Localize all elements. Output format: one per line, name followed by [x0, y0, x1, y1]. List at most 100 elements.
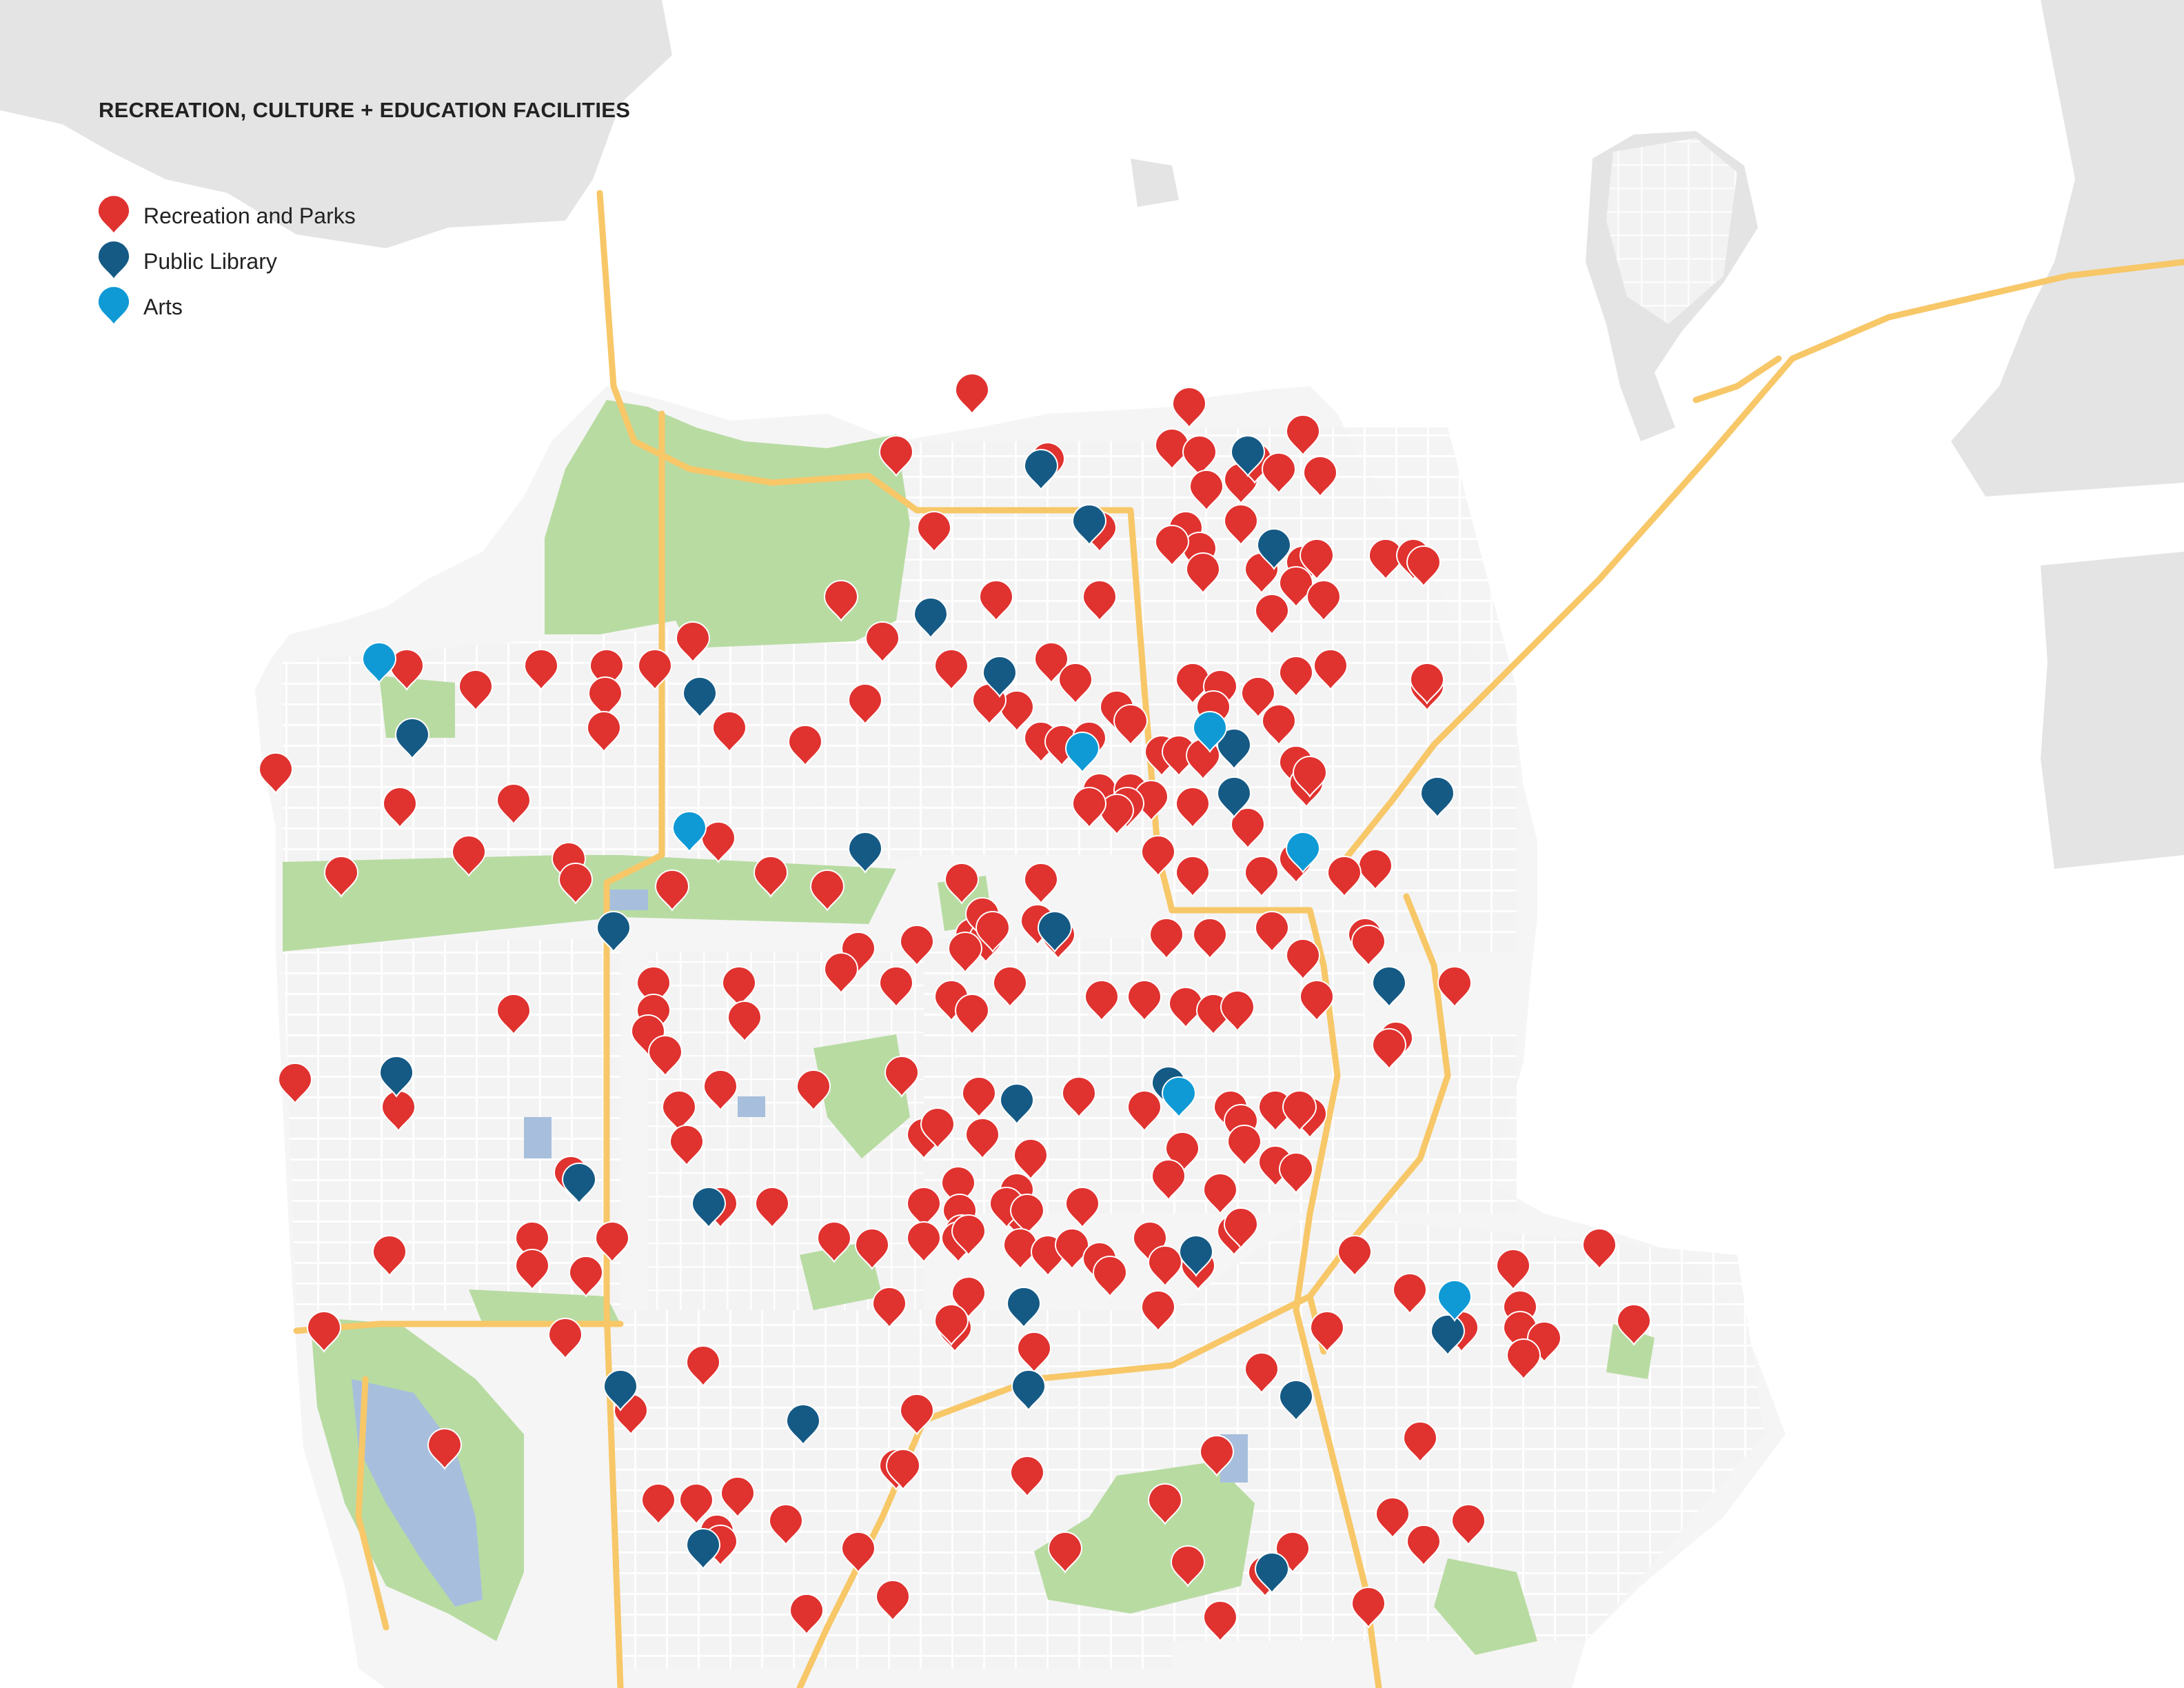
- recreation-marker[interactable]: [1013, 1138, 1049, 1180]
- recreation-marker[interactable]: [1230, 807, 1266, 850]
- recreation-marker[interactable]: [1306, 580, 1342, 622]
- recreation-marker[interactable]: [1437, 966, 1473, 1008]
- recreation-marker[interactable]: [1409, 663, 1445, 705]
- recreation-marker[interactable]: [514, 1249, 550, 1291]
- library-marker[interactable]: [691, 1187, 727, 1229]
- recreation-marker[interactable]: [899, 925, 935, 967]
- recreation-marker[interactable]: [523, 649, 559, 691]
- recreation-marker[interactable]: [637, 649, 673, 691]
- recreation-marker[interactable]: [753, 856, 789, 898]
- recreation-marker[interactable]: [1299, 539, 1335, 581]
- recreation-marker[interactable]: [1061, 1076, 1097, 1118]
- recreation-marker[interactable]: [1392, 1273, 1428, 1315]
- recreation-marker[interactable]: [1285, 414, 1321, 456]
- library-marker[interactable]: [1278, 1380, 1314, 1422]
- recreation-marker[interactable]: [1351, 925, 1386, 967]
- recreation-marker[interactable]: [1147, 1245, 1183, 1287]
- recreation-marker[interactable]: [1140, 1290, 1176, 1332]
- arts-marker[interactable]: [671, 811, 707, 853]
- recreation-marker[interactable]: [787, 725, 823, 767]
- library-marker[interactable]: [982, 656, 1018, 698]
- recreation-marker[interactable]: [1223, 504, 1259, 546]
- library-marker[interactable]: [1023, 449, 1059, 491]
- recreation-marker[interactable]: [944, 863, 980, 905]
- recreation-marker[interactable]: [1616, 1304, 1652, 1346]
- recreation-marker[interactable]: [1450, 1504, 1486, 1546]
- recreation-marker[interactable]: [1175, 787, 1211, 829]
- recreation-marker[interactable]: [878, 435, 914, 477]
- library-marker[interactable]: [1178, 1235, 1214, 1277]
- recreation-marker[interactable]: [568, 1256, 604, 1298]
- library-marker[interactable]: [561, 1163, 597, 1205]
- recreation-marker[interactable]: [1009, 1194, 1045, 1236]
- recreation-marker[interactable]: [1326, 856, 1362, 898]
- recreation-marker[interactable]: [1506, 1338, 1541, 1380]
- recreation-marker[interactable]: [809, 870, 845, 912]
- library-marker[interactable]: [1371, 966, 1407, 1008]
- recreation-marker[interactable]: [906, 1187, 942, 1229]
- recreation-marker[interactable]: [1009, 1456, 1045, 1498]
- recreation-marker[interactable]: [878, 966, 914, 1008]
- recreation-marker[interactable]: [1278, 656, 1314, 698]
- recreation-marker[interactable]: [669, 1125, 705, 1167]
- recreation-marker[interactable]: [1406, 1525, 1442, 1567]
- library-marker[interactable]: [603, 1369, 638, 1411]
- library-marker[interactable]: [682, 676, 718, 719]
- recreation-marker[interactable]: [1240, 676, 1276, 719]
- recreation-marker[interactable]: [951, 1214, 987, 1256]
- recreation-marker[interactable]: [711, 711, 747, 753]
- recreation-marker[interactable]: [854, 1228, 890, 1270]
- recreation-marker[interactable]: [1254, 594, 1290, 636]
- recreation-marker[interactable]: [700, 821, 736, 863]
- recreation-marker[interactable]: [647, 1035, 683, 1077]
- recreation-marker[interactable]: [1285, 938, 1321, 981]
- recreation-marker[interactable]: [654, 870, 690, 912]
- recreation-marker[interactable]: [961, 1076, 997, 1118]
- recreation-marker[interactable]: [1047, 1531, 1083, 1574]
- recreation-marker[interactable]: [871, 1287, 907, 1329]
- recreation-marker[interactable]: [975, 911, 1011, 953]
- recreation-marker[interactable]: [796, 1069, 831, 1112]
- recreation-marker[interactable]: [1149, 918, 1184, 960]
- recreation-marker[interactable]: [587, 676, 623, 719]
- recreation-marker[interactable]: [389, 649, 425, 691]
- recreation-marker[interactable]: [547, 1318, 583, 1360]
- library-marker[interactable]: [999, 1083, 1035, 1125]
- recreation-marker[interactable]: [1113, 704, 1149, 746]
- recreation-marker[interactable]: [1140, 835, 1176, 877]
- arts-marker[interactable]: [1161, 1076, 1197, 1118]
- recreation-marker[interactable]: [885, 1449, 921, 1491]
- recreation-marker[interactable]: [1220, 990, 1255, 1032]
- recreation-marker[interactable]: [906, 1221, 942, 1263]
- recreation-marker[interactable]: [458, 670, 494, 712]
- recreation-marker[interactable]: [1023, 863, 1059, 905]
- library-marker[interactable]: [913, 597, 949, 639]
- recreation-marker[interactable]: [258, 752, 294, 794]
- recreation-marker[interactable]: [1154, 525, 1190, 567]
- recreation-marker[interactable]: [323, 856, 359, 898]
- recreation-marker[interactable]: [1261, 452, 1297, 494]
- library-marker[interactable]: [378, 1056, 414, 1098]
- library-marker[interactable]: [1430, 1314, 1466, 1356]
- recreation-marker[interactable]: [992, 966, 1028, 1008]
- recreation-marker[interactable]: [1226, 1125, 1262, 1167]
- recreation-marker[interactable]: [1313, 649, 1348, 691]
- recreation-marker[interactable]: [675, 621, 711, 663]
- library-marker[interactable]: [1216, 728, 1252, 770]
- recreation-marker[interactable]: [954, 373, 990, 415]
- recreation-marker[interactable]: [1151, 1159, 1186, 1201]
- recreation-marker[interactable]: [1175, 856, 1211, 898]
- recreation-marker[interactable]: [1199, 1435, 1235, 1477]
- recreation-marker[interactable]: [1170, 1545, 1206, 1587]
- recreation-marker[interactable]: [1299, 980, 1335, 1022]
- recreation-marker[interactable]: [661, 1090, 697, 1132]
- library-marker[interactable]: [1006, 1287, 1042, 1329]
- recreation-marker[interactable]: [382, 787, 418, 829]
- library-marker[interactable]: [1230, 435, 1266, 477]
- recreation-marker[interactable]: [884, 1056, 920, 1098]
- recreation-marker[interactable]: [1292, 756, 1328, 798]
- recreation-marker[interactable]: [947, 932, 983, 974]
- recreation-marker[interactable]: [865, 621, 900, 663]
- library-marker[interactable]: [1011, 1369, 1046, 1411]
- recreation-marker[interactable]: [1058, 663, 1093, 705]
